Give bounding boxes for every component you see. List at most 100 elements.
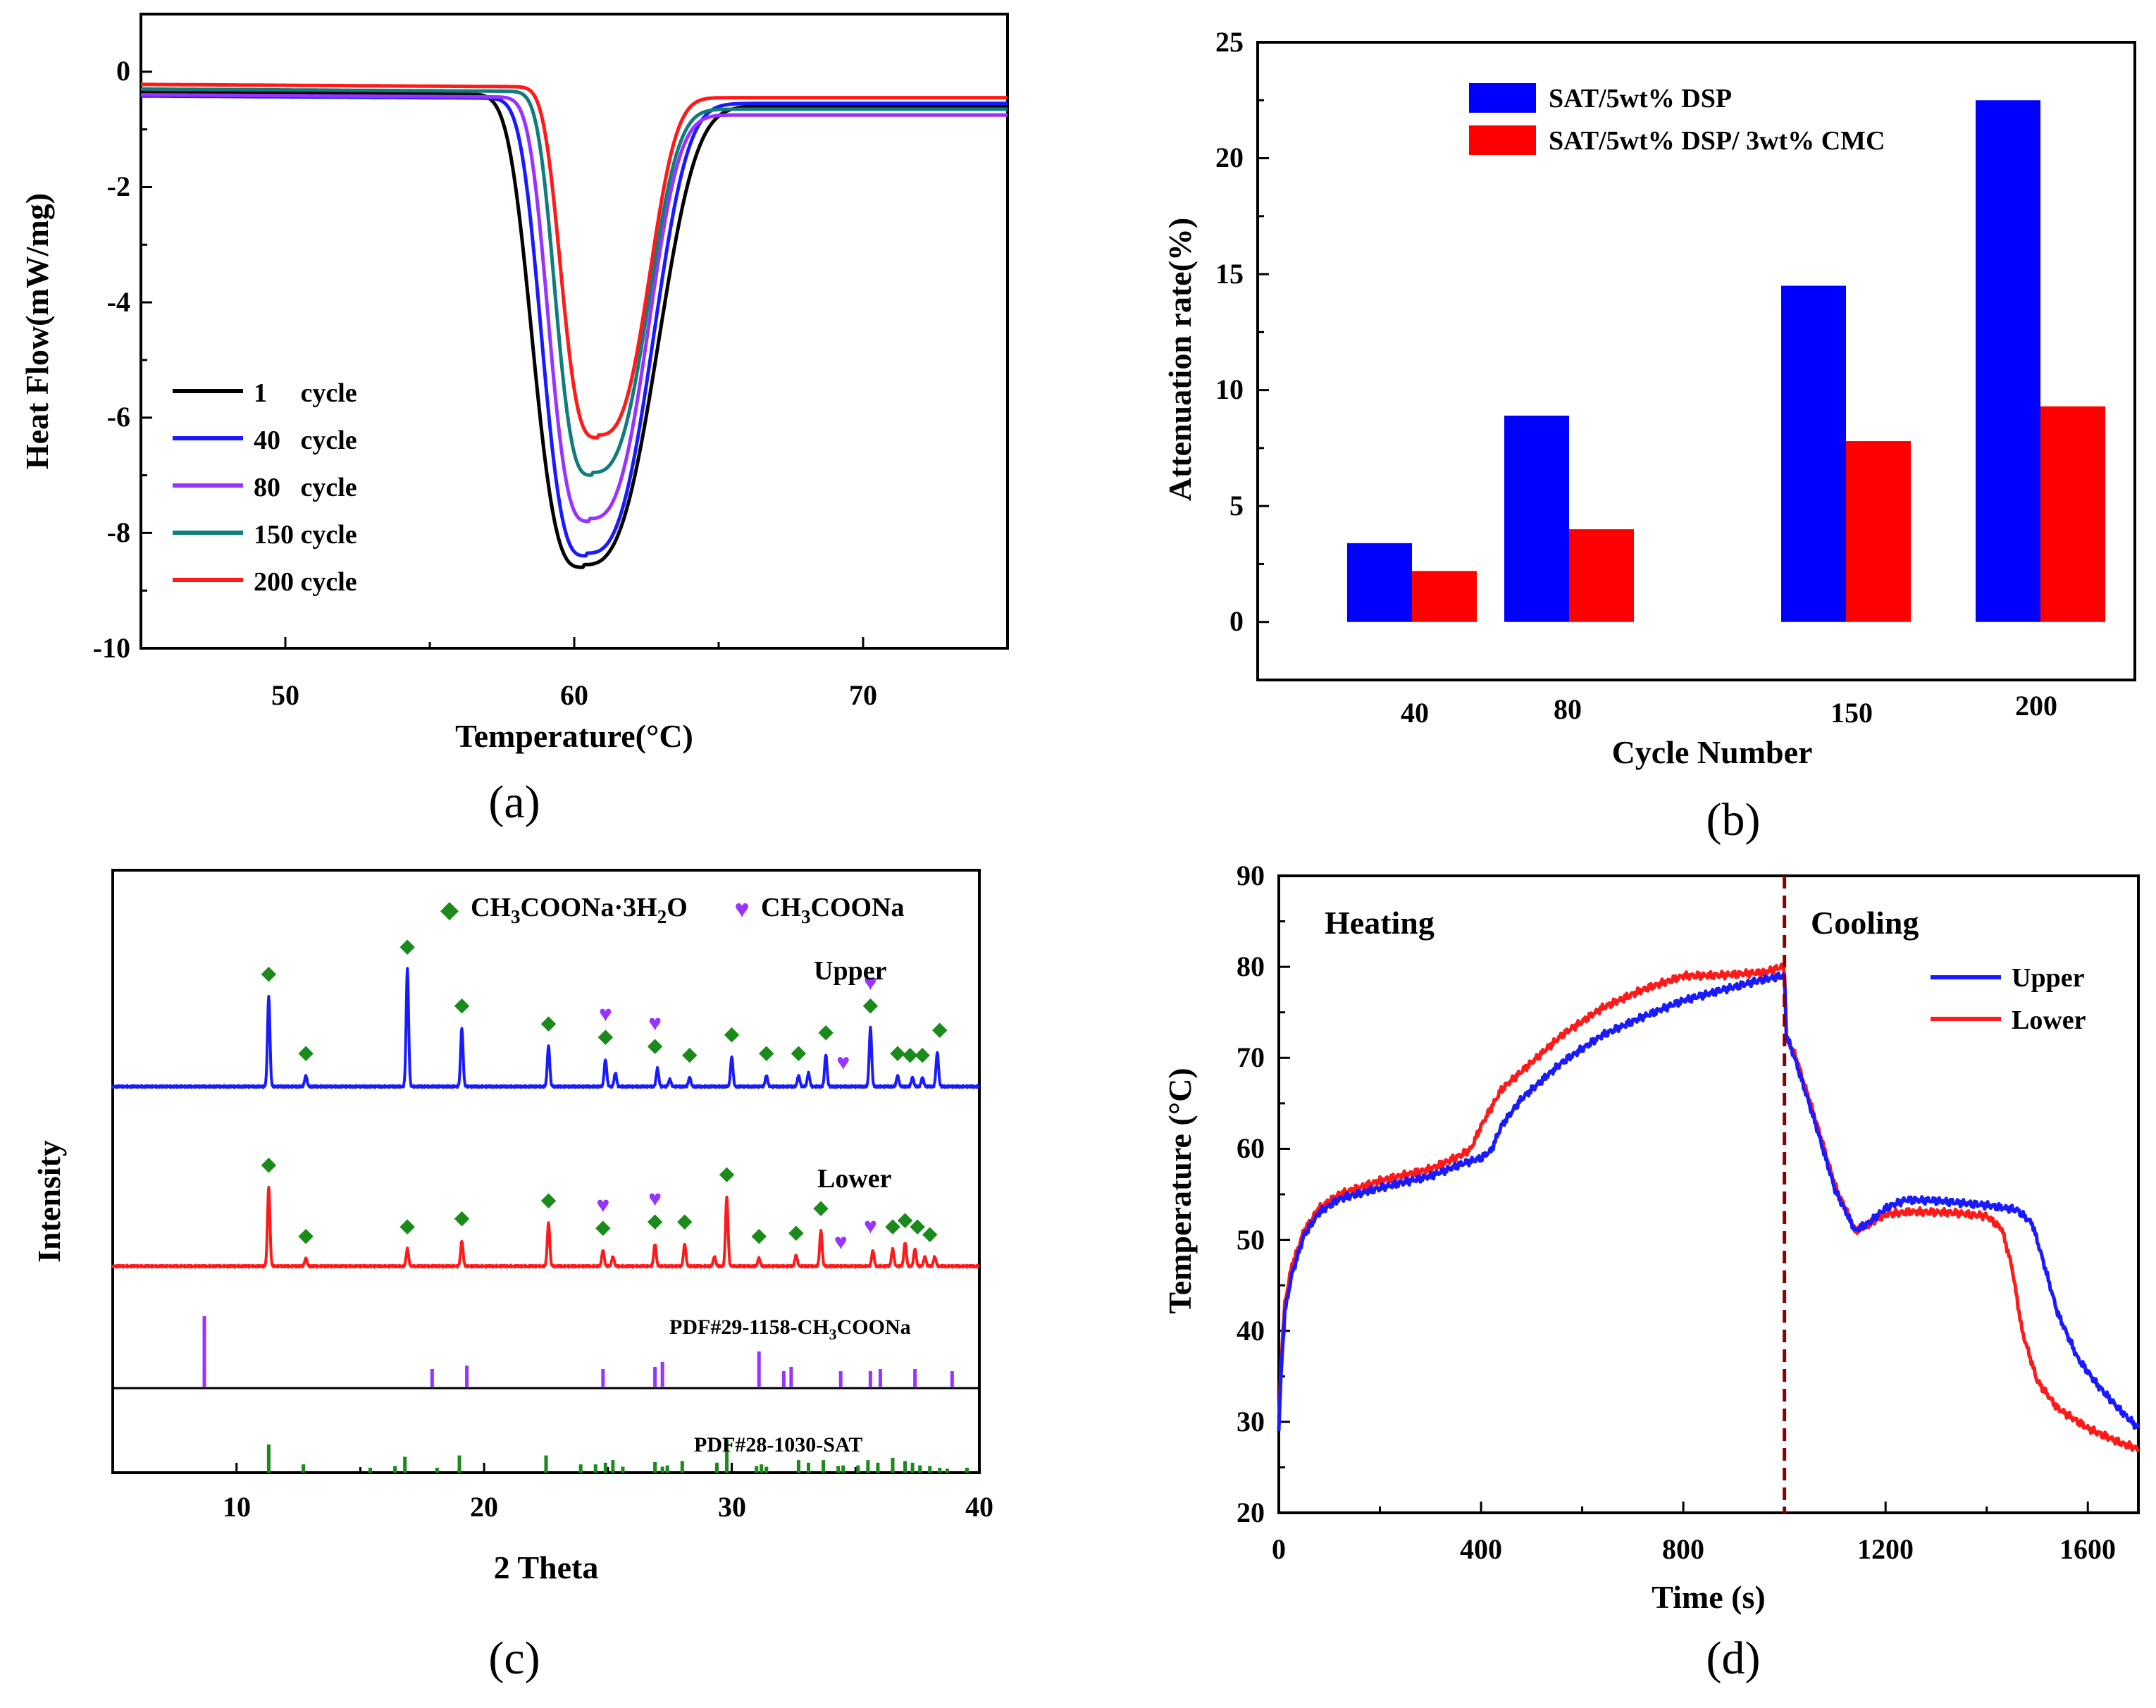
panel-b-bar-cmc-150 bbox=[1846, 441, 1911, 622]
legend-b-label-1: SAT/5wt% DSP bbox=[1549, 84, 1732, 113]
panel-c-upper-diamond-marker: ◆ bbox=[890, 1042, 905, 1064]
legend-c-diamond-marker: ◆ bbox=[440, 897, 459, 923]
panel-c-lower-diamond-marker: ◆ bbox=[298, 1225, 314, 1246]
panel-c-lower-diamond-marker: ◆ bbox=[399, 1215, 415, 1237]
panel-c-lower-heart-marker: ♥ bbox=[648, 1186, 662, 1211]
legend-a-label-5: 200 cycle bbox=[254, 567, 357, 597]
panel-b-ytick-5: 5 bbox=[1229, 490, 1244, 521]
panel-c-lower-heart-marker: ♥ bbox=[834, 1229, 848, 1254]
panel-b-bars bbox=[1347, 100, 2105, 622]
panel-a-ytick-0: 0 bbox=[116, 55, 130, 87]
panel-a-ytick-m8: -8 bbox=[107, 516, 130, 548]
legend-d-label-lower: Lower bbox=[2012, 1005, 2086, 1035]
legend-c-heart-marker: ♥ bbox=[734, 895, 749, 923]
panel-c-lower-diamond-marker: ◆ bbox=[719, 1163, 735, 1184]
panel-b-xtick-200: 200 bbox=[2015, 690, 2057, 722]
panel-c-lower-heart-marker: ♥ bbox=[864, 1213, 877, 1239]
panel-c-xlabel: 2 Theta bbox=[494, 1549, 599, 1585]
panel-d-caption: (d) bbox=[1706, 1633, 1761, 1684]
panel-b-ytick-20: 20 bbox=[1215, 142, 1244, 173]
panel-c-ticks bbox=[235, 1463, 981, 1473]
panel-b-xtick-40: 40 bbox=[1401, 697, 1429, 729]
panel-c-lower-trace bbox=[111, 1186, 981, 1269]
panel-c-xtick-30: 30 bbox=[718, 1491, 746, 1523]
panel-b-caption: (b) bbox=[1706, 794, 1761, 846]
panel-c-upper-heart-marker: ♥ bbox=[599, 1001, 612, 1027]
panel-a-xtick-70: 70 bbox=[849, 679, 877, 711]
panel-b-bar-cmc-80 bbox=[1569, 529, 1634, 622]
panel-c-xtick-40: 40 bbox=[965, 1491, 993, 1523]
panel-c-ylabel: Intensity bbox=[31, 1140, 67, 1263]
panel-b-bar-dsp-40 bbox=[1347, 543, 1412, 622]
panel-d-series bbox=[1277, 963, 2140, 1452]
panel-b-bar-dsp-150 bbox=[1781, 285, 1846, 622]
legend-c-label-sat: CH3COONa·3H2O bbox=[471, 893, 688, 927]
panel-c-upper-diamond-marker: ◆ bbox=[648, 1034, 663, 1056]
panel-a-ylabel: Heat Flow(mW/mg) bbox=[19, 193, 55, 469]
panel-b-frame bbox=[1256, 41, 2136, 681]
panel-c-lower-diamond-marker: ◆ bbox=[885, 1215, 900, 1237]
panel-c-lower-diamond-marker: ◆ bbox=[541, 1189, 557, 1211]
panel-b-xtick-80: 80 bbox=[1554, 693, 1582, 725]
panel-d-ytick-20: 20 bbox=[1237, 1497, 1265, 1528]
panel-b-bar-dsp-80 bbox=[1504, 415, 1569, 622]
panel-d-cooling-label: Cooling bbox=[1811, 905, 1919, 941]
panel-d-ticks bbox=[1277, 874, 2089, 1514]
panel-c-upper-heart-marker: ♥ bbox=[864, 970, 877, 995]
panel-a-series-line-5 bbox=[140, 82, 1008, 440]
panel-c-markers: ◆◆◆◆◆◆ ◆ ◆◆◆ ◆◆◆◆◆◆◆♥ ♥♥♥◆◆ ◆ ◆◆◆ ◆ ◆◆◆ ◆◆◆◆◆◆♥ ♥♥… bbox=[261, 936, 948, 1254]
panel-d-ytick-70: 70 bbox=[1237, 1041, 1265, 1073]
panel-d: 20 30 40 50 60 70 80 90 0 400 800 1200 1… bbox=[1162, 860, 2140, 1684]
panel-c-upper-diamond-marker: ◆ bbox=[791, 1042, 807, 1064]
panel-c-lower-diamond-marker: ◆ bbox=[677, 1211, 693, 1232]
panel-c-xtick-20: 20 bbox=[470, 1491, 498, 1523]
panel-c-lower-diamond-marker: ◆ bbox=[813, 1197, 829, 1219]
panel-a-series-line-3 bbox=[140, 93, 1008, 524]
panel-d-ytick-30: 30 bbox=[1237, 1406, 1265, 1437]
panel-c-lower-diamond-marker: ◆ bbox=[788, 1221, 804, 1243]
panel-d-ytick-40: 40 bbox=[1237, 1315, 1265, 1347]
panel-d-frame bbox=[1277, 874, 2140, 1514]
panel-c-lower-diamond-marker: ◆ bbox=[922, 1223, 938, 1245]
panel-c-lower-diamond-marker: ◆ bbox=[910, 1215, 925, 1237]
panel-c-upper-diamond-marker: ◆ bbox=[298, 1042, 314, 1064]
panel-c-xtick-10: 10 bbox=[223, 1491, 251, 1523]
panel-c-upper-diamond-marker: ◆ bbox=[759, 1042, 774, 1064]
panel-b-xtick-150: 150 bbox=[1830, 697, 1873, 729]
panel-a-ytick-m6: -6 bbox=[107, 401, 130, 433]
panel-c-upper-label: Upper bbox=[814, 956, 887, 986]
panel-b-legend: SAT/5wt% DSP SAT/5wt% DSP/ 3wt% CMC bbox=[1469, 83, 1885, 156]
panel-a-xtick-60: 60 bbox=[560, 679, 588, 711]
panel-a-ytick-m4: -4 bbox=[107, 286, 130, 318]
panel-d-xlabel: Time (s) bbox=[1652, 1579, 1765, 1615]
panel-a-ytick-m2: -2 bbox=[107, 171, 130, 202]
legend-a-label-1: 1 cycle bbox=[254, 378, 357, 408]
panel-b-bar-cmc-200 bbox=[2040, 406, 2105, 622]
panel-a-series-line-4 bbox=[140, 87, 1008, 477]
panel-c-upper-heart-marker: ♥ bbox=[836, 1049, 850, 1075]
panel-c-upper-diamond-marker: ◆ bbox=[261, 963, 277, 984]
panel-c-lower-diamond-marker: ◆ bbox=[751, 1225, 767, 1246]
panel-c-traces bbox=[111, 967, 981, 1473]
panel-c-lower-diamond-marker: ◆ bbox=[261, 1153, 277, 1175]
legend-a-label-3: 80 cycle bbox=[254, 473, 357, 502]
panel-c-upper-diamond-marker: ◆ bbox=[399, 936, 415, 958]
panel-a: 50 60 70 0 -2 -4 -6 -8 -10 Temperature(°… bbox=[19, 13, 1009, 828]
legend-b-swatch-1 bbox=[1469, 83, 1536, 113]
panel-a-xlabel: Temperature(°C) bbox=[455, 718, 693, 754]
panel-c-upper-trace bbox=[111, 967, 981, 1089]
panel-c-upper-diamond-marker: ◆ bbox=[598, 1026, 614, 1048]
panel-a-series-line-1 bbox=[140, 90, 1008, 569]
legend-c-label-na: CH3COONa bbox=[761, 893, 905, 927]
panel-b-bar-dsp-200 bbox=[1976, 100, 2040, 622]
panel-d-xtick-800: 800 bbox=[1662, 1533, 1704, 1565]
panel-d-xtick-1600: 1600 bbox=[2059, 1533, 2116, 1565]
legend-b-label-2: SAT/5wt% DSP/ 3wt% CMC bbox=[1549, 126, 1885, 156]
legend-a-label-4: 150 cycle bbox=[254, 520, 357, 550]
panel-c-lower-heart-marker: ♥ bbox=[596, 1192, 609, 1218]
panel-c-upper-diamond-marker: ◆ bbox=[903, 1044, 918, 1065]
panel-d-ytick-90: 90 bbox=[1237, 860, 1265, 891]
panel-d-series-line-upper bbox=[1277, 971, 2140, 1431]
panel-d-xtick-1200: 1200 bbox=[1857, 1533, 1914, 1565]
panel-c-upper-diamond-marker: ◆ bbox=[915, 1044, 930, 1065]
